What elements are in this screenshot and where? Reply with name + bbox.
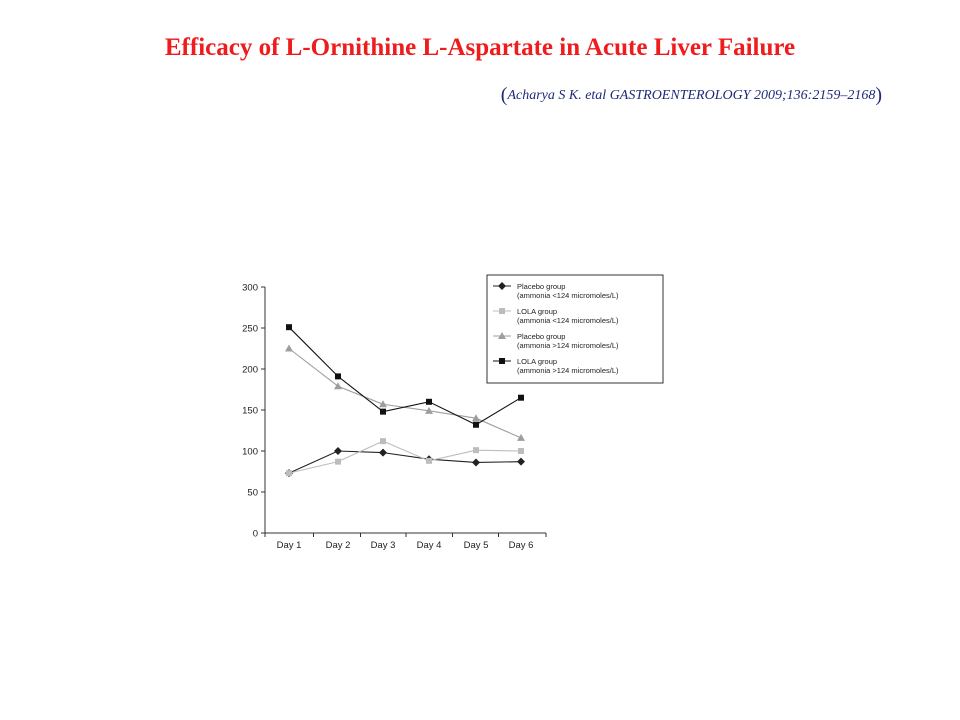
data-point <box>334 382 342 390</box>
y-tick-label: 150 <box>242 406 258 417</box>
data-point <box>472 458 480 467</box>
data-point <box>285 344 293 352</box>
x-tick-label: Day 3 <box>371 540 396 551</box>
legend-marker <box>498 282 506 290</box>
legend-label: LOLA group <box>517 307 557 316</box>
data-point <box>517 433 525 441</box>
data-point <box>335 458 341 465</box>
legend-label: Placebo group <box>517 332 565 341</box>
legend-label-detail: (ammonia <124 micromoles/L) <box>517 316 619 325</box>
data-point <box>473 421 479 428</box>
series-line-4 <box>288 326 522 426</box>
series-line-3 <box>288 348 522 439</box>
data-point <box>334 447 342 455</box>
x-tick-label: Day 5 <box>464 540 489 551</box>
data-point <box>473 447 479 454</box>
data-point <box>517 457 525 466</box>
data-point <box>380 408 386 415</box>
y-tick-label: 0 <box>253 529 258 540</box>
data-point <box>380 438 386 445</box>
citation-text: Acharya S K. etal GASTROENTEROLOGY 2009;… <box>507 88 876 103</box>
y-tick-label: 100 <box>242 447 258 458</box>
x-tick-label: Day 1 <box>277 540 302 551</box>
slide-title: Efficacy of L-Ornithine L-Aspartate in A… <box>164 34 796 61</box>
data-point <box>335 373 341 380</box>
x-tick-label: Day 4 <box>417 540 442 551</box>
data-point <box>426 457 432 464</box>
legend-marker <box>499 358 505 364</box>
data-point <box>379 400 387 408</box>
data-point <box>426 398 432 405</box>
y-tick-label: 250 <box>242 324 258 335</box>
y-tick-label: 300 <box>242 283 258 294</box>
legend-label: Placebo group <box>517 282 565 291</box>
data-point <box>379 448 387 457</box>
citation-close-paren: ) <box>875 84 882 106</box>
x-tick-label: Day 2 <box>326 540 351 551</box>
data-point <box>472 414 480 422</box>
legend-label-detail: (ammonia >124 micromoles/L) <box>517 366 619 375</box>
data-point <box>286 324 292 331</box>
legend-box <box>486 274 664 384</box>
data-point <box>286 470 292 477</box>
x-tick-label: Day 6 <box>509 540 534 551</box>
data-point <box>518 448 524 454</box>
series-line-1 <box>288 450 522 474</box>
legend-marker <box>499 308 505 314</box>
legend-label: LOLA group <box>517 357 557 366</box>
citation: (Acharya S K. etal GASTROENTEROLOGY 2009… <box>501 84 882 107</box>
y-tick-label: 50 <box>247 488 258 499</box>
legend-label-detail: (ammonia >124 micromoles/L) <box>517 341 619 350</box>
legend-label-detail: (ammonia <124 micromoles/L) <box>517 291 619 300</box>
citation-open-paren: ( <box>500 84 508 106</box>
legend-marker <box>498 332 506 339</box>
y-tick-label: 200 <box>242 365 258 376</box>
data-point <box>518 394 524 401</box>
series-line-2 <box>288 440 522 474</box>
data-point <box>425 406 433 414</box>
